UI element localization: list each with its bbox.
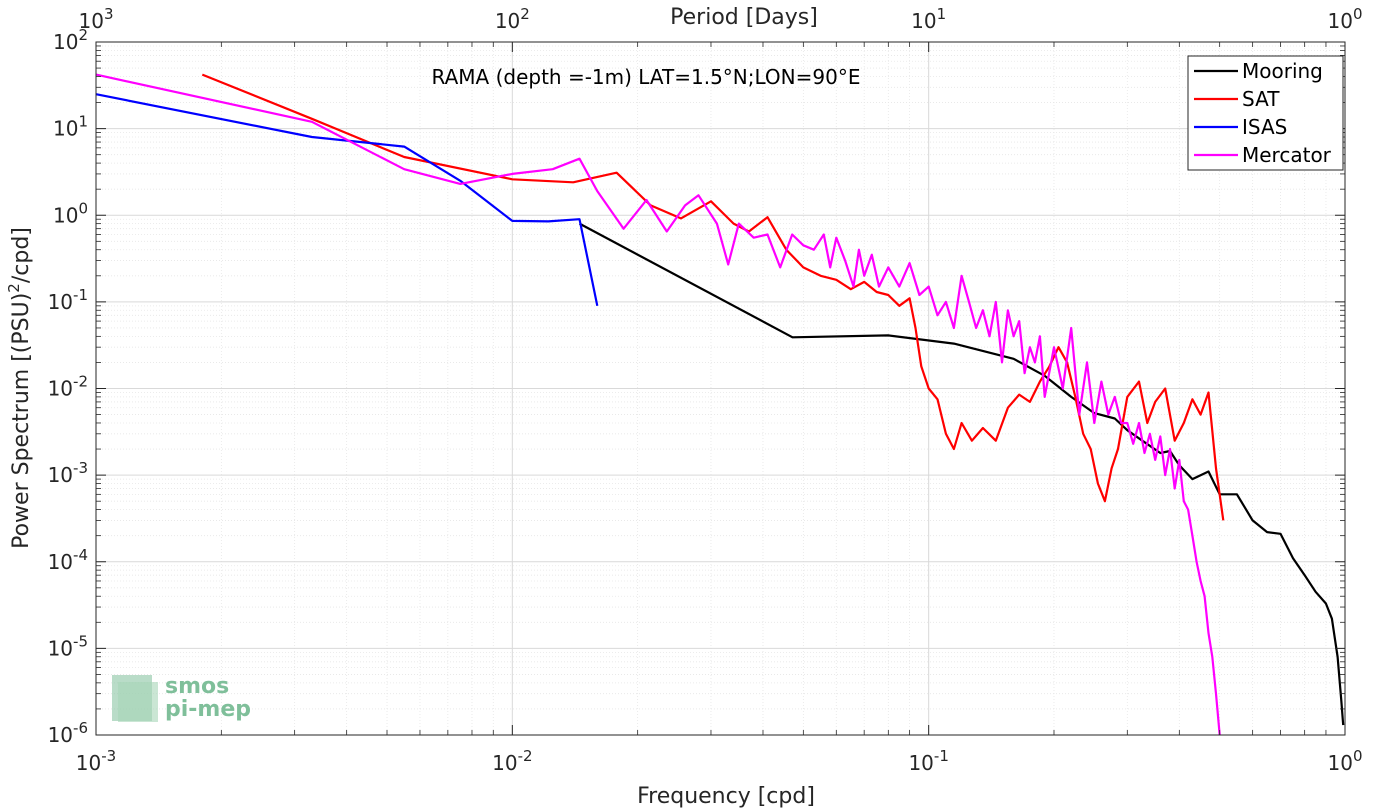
y-tick-label: 10-1 [48,286,88,314]
y-tick-label: 10-4 [48,546,88,574]
series-line-isas [95,93,599,307]
chart-title: RAMA (depth =-1m) LAT=1.5°N;LON=90°E [432,65,861,89]
logo-text-smos: smos [165,674,229,699]
x-tick-label: 100 [1328,747,1363,775]
x-axis-label: Frequency [cpd] [637,784,815,809]
legend-label-mooring: Mooring [1242,59,1323,83]
x-tick-label: 10-2 [492,747,532,775]
x-tick-label: 10-1 [908,747,948,775]
y-tick-label: 101 [53,113,88,141]
logo-text-pi-mep: pi-mep [165,697,251,722]
series-line-mooring [578,222,1345,726]
top-tick-label: 103 [79,5,114,33]
top-tick-label: 102 [495,5,530,33]
series-lines [95,73,1345,736]
legend-box [1187,55,1344,171]
y-tick-label: 102 [53,26,88,54]
y-tick-label: 10-6 [48,719,88,747]
series-line-sat [201,73,1225,521]
smos-pi-mep-logo: smos pi-mep [112,674,251,722]
series-line-mercator [95,73,1221,736]
logo-graphic-layer [118,682,158,722]
top-axis-label: Period [Days] [670,5,818,30]
top-tick-label: 101 [911,5,946,33]
y-tick-label: 10-5 [48,632,88,660]
y-tick-label: 100 [53,199,88,227]
y-tick-label: 10-3 [48,459,88,487]
top-tick-label: 100 [1328,5,1363,33]
y-tick-label: 10-2 [48,373,88,401]
legend-label-mercator: Mercator [1242,143,1332,167]
x-tick-label: 10-3 [76,747,116,775]
legend-label-isas: ISAS [1242,115,1287,139]
minor-grid [96,42,1345,735]
y-axis-label: Power Spectrum [(PSU)2/cpd] [5,227,34,549]
legend: Mooring SAT ISAS Mercator [1187,55,1344,171]
axis-ticks [95,41,1346,736]
legend-label-sat: SAT [1242,87,1280,111]
